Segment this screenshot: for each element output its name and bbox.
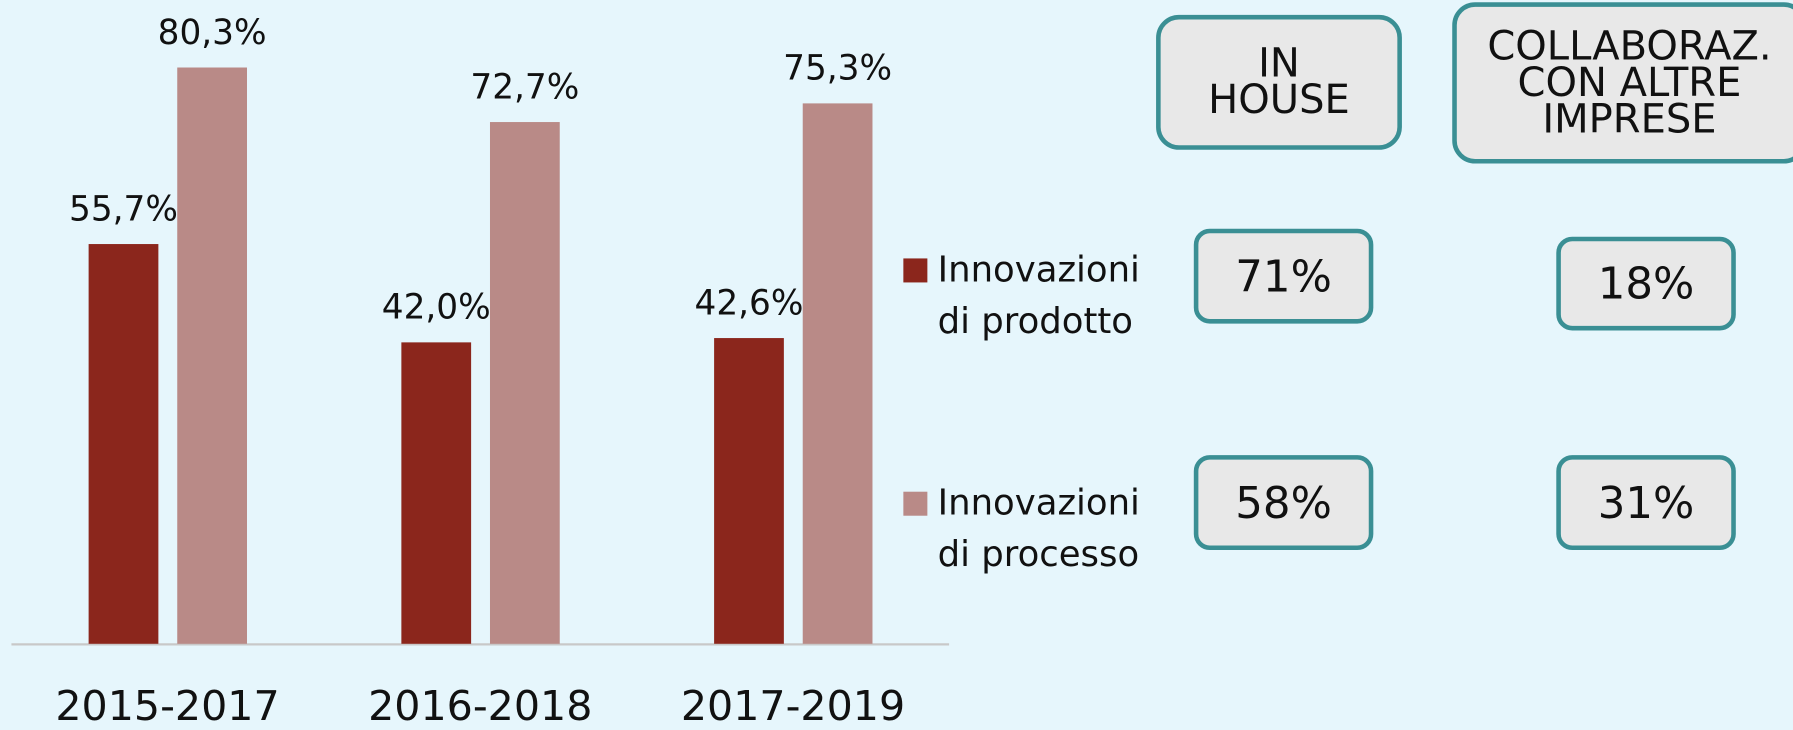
table-cell: 71% [1193, 228, 1374, 324]
bar [88, 244, 159, 644]
column-header-text: COLLABORAZ. CON ALTRE IMPRESE [1487, 23, 1772, 143]
legend-label: Innovazioni di prodotto [937, 249, 1140, 342]
column-header-text: IN HOUSE [1208, 41, 1350, 124]
bar [489, 122, 560, 644]
bar [401, 342, 472, 644]
table-cell: 18% [1556, 236, 1736, 331]
value-label: 75,3% [783, 49, 892, 89]
cell-text: 58% [1235, 477, 1332, 528]
value-label: 72,7% [470, 67, 579, 107]
cell-text: 18% [1597, 258, 1695, 309]
cell-text: 31% [1597, 477, 1695, 528]
cell-text: 71% [1235, 250, 1332, 302]
legend-swatch [903, 258, 928, 283]
bar [177, 67, 247, 644]
table-cell: 58% [1193, 455, 1374, 551]
bar [714, 338, 784, 644]
column-header: COLLABORAZ. CON ALTRE IMPRESE [1452, 2, 1793, 164]
bar [802, 103, 873, 644]
value-label: 80,3% [158, 13, 267, 53]
x-tick-label: 2017-2019 [681, 682, 905, 730]
column-header: IN HOUSE [1156, 14, 1402, 150]
x-tick-label: 2016-2018 [368, 682, 592, 730]
value-label: 55,7% [69, 189, 178, 229]
table-cell: 31% [1556, 455, 1736, 551]
value-label: 42,6% [695, 283, 804, 323]
legend-label: Innovazioni di processo [937, 482, 1140, 576]
legend-swatch [903, 491, 928, 516]
value-label: 42,0% [382, 288, 491, 328]
x-tick-label: 2015-2017 [55, 682, 279, 730]
